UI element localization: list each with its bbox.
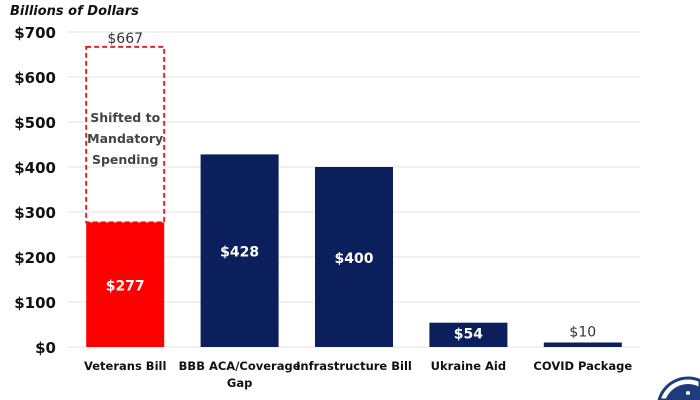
bar — [429, 322, 508, 347]
data-label: $400 — [335, 251, 374, 267]
y-axis-title: Billions of Dollars — [10, 4, 139, 19]
y-tick-label: $0 — [35, 339, 56, 357]
x-tick-label: Veterans Bill — [84, 359, 166, 373]
shifted-annotation: Shifted to — [90, 110, 160, 125]
y-tick-label: $100 — [14, 294, 56, 312]
y-tick-label: $400 — [14, 159, 56, 177]
y-tick-label: $300 — [14, 204, 56, 222]
bar — [543, 342, 622, 347]
total-value-label: $667 — [107, 31, 143, 47]
shifted-annotation: Spending — [92, 152, 158, 167]
bar — [86, 222, 165, 347]
data-label: $277 — [106, 279, 145, 295]
y-tick-label: $700 — [14, 24, 56, 42]
y-tick-label: $200 — [14, 249, 56, 267]
data-label: $428 — [220, 245, 259, 261]
seal-logo-icon — [657, 376, 700, 400]
x-tick-label: Ukraine Aid — [431, 359, 506, 373]
data-label: $10 — [569, 325, 596, 341]
x-tick-label: Infrastructure Bill — [296, 359, 412, 373]
shifted-annotation: Mandatory — [87, 131, 163, 146]
bar — [315, 167, 393, 347]
x-tick-label: COVID Package — [533, 359, 632, 373]
y-tick-label: $500 — [14, 114, 56, 132]
data-label: $54 — [454, 327, 483, 343]
y-tick-label: $600 — [14, 69, 56, 87]
bar — [200, 154, 279, 347]
x-tick-label: BBB ACA/Coverage — [179, 359, 301, 373]
x-tick-label: Gap — [227, 376, 252, 390]
